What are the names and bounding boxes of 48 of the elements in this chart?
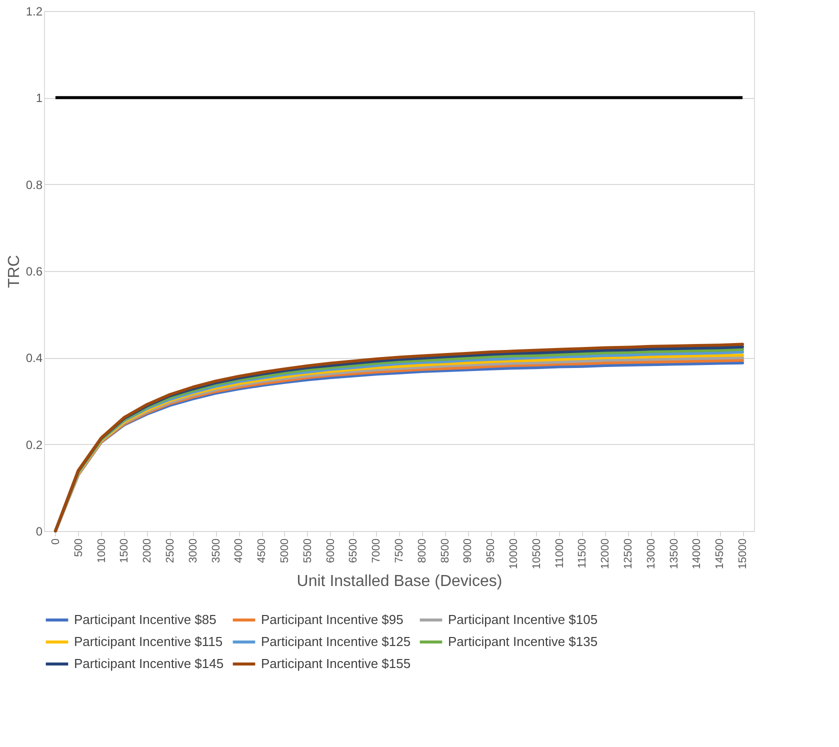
x-tick-label: 5500	[302, 538, 314, 563]
x-tick-label: 13000	[645, 538, 658, 570]
x-tick-label: 2500	[164, 538, 176, 563]
y-tick-label: 0.2	[26, 438, 43, 452]
x-tick-label: 8500	[439, 538, 452, 563]
legend-label: Participant Incentive $125	[261, 634, 411, 649]
x-axis-title: Unit Installed Base (Devices)	[296, 573, 502, 590]
x-tick-label: 9500	[485, 538, 498, 563]
y-tick-label: 0.4	[26, 351, 43, 366]
y-axis-title: TRC	[6, 255, 23, 288]
x-tick-label: 1000	[96, 538, 108, 563]
y-tick-label: 1	[36, 91, 43, 106]
x-tick-label: 6500	[348, 538, 360, 563]
x-tick-label: 12500	[622, 538, 635, 570]
x-tick-label: 14500	[714, 538, 726, 570]
x-tick-label: 10500	[530, 538, 543, 570]
x-tick-label: 3000	[187, 538, 200, 563]
y-tick-label: 0	[36, 524, 43, 538]
x-tick-label: 12000	[600, 538, 612, 570]
x-tick-label: 10000	[508, 538, 520, 570]
x-tick-label: 0	[50, 538, 62, 545]
x-tick-label: 1500	[118, 538, 131, 563]
y-tick-label: 0.8	[26, 178, 43, 192]
legend-label: Participant Incentive $105	[448, 612, 598, 627]
legend-label: Participant Incentive $145	[74, 656, 224, 671]
x-tick-label: 4500	[256, 538, 268, 563]
legend-label: Participant Incentive $135	[448, 634, 598, 649]
legend-label: Participant Incentive $115	[74, 634, 223, 649]
y-tick-label: 1.2	[26, 4, 43, 18]
legend-label: Participant Incentive $95	[261, 612, 404, 627]
x-tick-label: 11000	[554, 538, 566, 568]
x-tick-label: 7000	[370, 538, 383, 563]
x-tick-label: 8000	[416, 538, 428, 563]
x-tick-label: 5000	[278, 538, 291, 563]
y-tick-label: 0.6	[26, 264, 43, 278]
legend-label: Participant Incentive $85	[74, 612, 216, 627]
x-tick-label: 3500	[210, 538, 222, 563]
x-tick-label: 2000	[142, 538, 154, 563]
legend-label: Participant Incentive $155	[261, 656, 411, 671]
x-tick-label: 6000	[324, 538, 337, 563]
x-tick-label: 500	[72, 538, 85, 557]
x-tick-label: 4000	[233, 538, 246, 563]
x-tick-label: 11500	[576, 538, 589, 568]
x-tick-label: 7500	[394, 538, 406, 563]
x-tick-label: 15000	[737, 538, 750, 570]
x-tick-label: 13500	[668, 538, 680, 570]
x-tick-label: 14000	[691, 538, 704, 570]
x-tick-label: 9000	[462, 538, 474, 563]
